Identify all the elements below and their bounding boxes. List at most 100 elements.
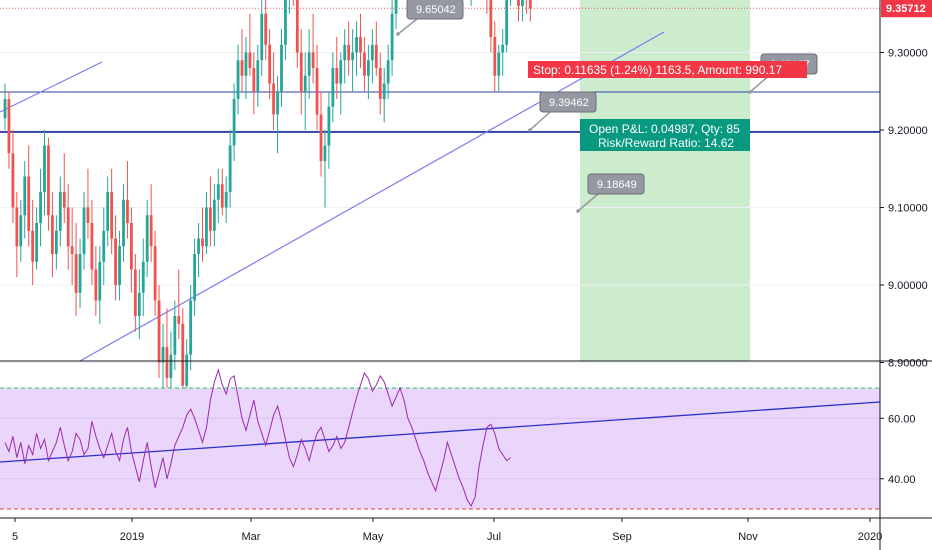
candle <box>31 199 35 285</box>
price-axis[interactable]: 9.700009.600009.500009.400009.300009.200… <box>880 0 932 370</box>
price-grid <box>0 52 880 363</box>
rsi-band-fill <box>0 388 880 509</box>
rsi-pane[interactable]: 60.00 40.00 <box>0 368 916 510</box>
time-axis[interactable]: 5 2019 Mar May Jul Sep Nov 2020 <box>12 518 882 543</box>
candle-body <box>173 316 177 355</box>
stop-label: Stop: 0.11635 (1.24%) 1163.5, Amount: 99… <box>533 63 782 77</box>
callout-label: 9.39462 <box>549 97 589 109</box>
candle-body <box>209 207 212 231</box>
candle <box>133 254 137 332</box>
candle-body <box>327 106 331 146</box>
candle <box>355 21 358 76</box>
candle-body <box>78 254 82 293</box>
candle <box>161 323 165 394</box>
candle <box>141 238 145 316</box>
time-tick-label: Nov <box>738 531 758 543</box>
candle <box>493 21 497 92</box>
candle <box>177 269 181 340</box>
support-trend-line[interactable] <box>79 31 665 362</box>
upper-trend-line[interactable] <box>0 61 103 113</box>
candle-body <box>149 215 153 247</box>
price-tick-label: 8.90000 <box>888 358 928 370</box>
price-callout[interactable]: 9.39462 <box>528 91 597 132</box>
candle <box>27 145 31 247</box>
candle-body <box>212 199 216 231</box>
candle-body <box>363 52 366 76</box>
candle <box>343 29 347 84</box>
candle-body <box>244 52 248 76</box>
rsi-axis[interactable]: 60.00 40.00 <box>880 413 916 486</box>
candle-body <box>102 230 106 262</box>
candle <box>212 184 216 247</box>
candle <box>303 52 307 130</box>
candle <box>299 29 303 115</box>
candle <box>110 168 114 254</box>
candle-body <box>82 207 86 254</box>
candle-body <box>54 230 58 254</box>
candle <box>145 199 149 278</box>
candle-body <box>177 316 181 324</box>
position-labels: Stop: 0.11635 (1.24%) 1163.5, Amount: 99… <box>528 61 807 151</box>
candle <box>51 192 54 278</box>
candle <box>339 52 343 115</box>
rsi-trend-line[interactable] <box>0 401 881 463</box>
callout-box <box>587 173 645 195</box>
price-callout[interactable]: 9.18649 <box>576 173 645 213</box>
candle <box>335 37 339 99</box>
trend-lines[interactable] <box>0 31 665 362</box>
candle-body <box>3 99 7 119</box>
candle <box>510 0 512 6</box>
candle-body <box>70 246 74 254</box>
candle-body <box>133 269 137 316</box>
candle <box>7 91 11 169</box>
candle <box>272 52 275 130</box>
candle-body <box>90 223 94 270</box>
candle-body <box>153 246 157 301</box>
candle-body <box>299 52 303 92</box>
candle <box>216 168 220 223</box>
candle <box>528 0 532 22</box>
candle-body <box>319 114 323 161</box>
candle <box>15 192 19 278</box>
candle <box>90 199 94 285</box>
candle <box>181 308 185 394</box>
candle <box>102 207 106 285</box>
candle-body <box>39 192 42 223</box>
candle <box>521 0 524 22</box>
candle-body <box>15 207 19 247</box>
candle-body <box>390 13 394 61</box>
candle <box>118 230 121 301</box>
candle-body <box>141 261 145 293</box>
price-callout[interactable]: 9.65042 <box>396 0 464 36</box>
candle <box>374 21 378 76</box>
candle <box>264 0 268 61</box>
candle <box>351 29 354 92</box>
candle-body <box>493 37 497 76</box>
candle <box>505 0 509 53</box>
candle <box>319 91 323 177</box>
pnl-label: Open P&L: 0.04987, Qty: 85 <box>589 122 740 136</box>
candle <box>276 75 279 154</box>
candle-body <box>197 238 200 254</box>
candle-body <box>331 68 335 107</box>
candle-body <box>205 207 208 247</box>
candle <box>394 0 398 30</box>
candle-body <box>145 215 149 262</box>
candle-body <box>23 176 27 216</box>
candle <box>232 83 236 161</box>
candle-body <box>232 99 236 146</box>
candle <box>240 29 244 92</box>
candle-body <box>118 246 121 285</box>
candle <box>209 176 212 247</box>
candle <box>39 168 42 247</box>
candle-body <box>323 145 327 161</box>
candle-body <box>189 300 193 355</box>
candle-body <box>169 354 173 378</box>
price-tag: 9.35712 <box>881 0 932 18</box>
candle-body <box>19 215 23 247</box>
candle <box>157 285 161 378</box>
candle-body <box>66 207 70 247</box>
rsi-grid <box>0 417 880 480</box>
